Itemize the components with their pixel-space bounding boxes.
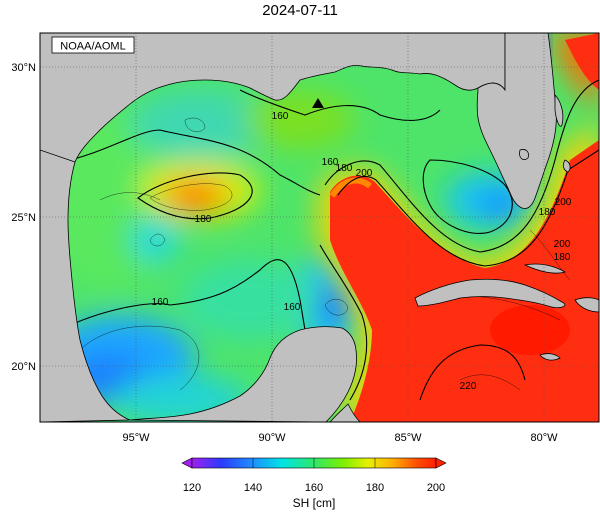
colorbar-tick: 200 (427, 482, 445, 494)
triangle-marker (312, 98, 324, 108)
colorbar: 120 140 160 180 200 SH [cm] (181, 457, 447, 510)
contour-label: 180 (539, 207, 556, 218)
colorbar-low-arrow (181, 457, 193, 469)
map-title: 2024-07-11 (262, 2, 338, 19)
lat-label-25n: 25°N (11, 212, 36, 224)
contour-label: 180 (554, 252, 571, 263)
longitude-labels: 95°W 90°W 85°W 80°W (122, 432, 558, 444)
contour-lines (59, 79, 599, 401)
contour-label: 160 (284, 302, 301, 313)
contour-label-group: 160 160 180 200 180 160 160 180 200 220 … (152, 111, 572, 392)
contour-label: 160 (322, 157, 339, 168)
lon-label-95w: 95°W (122, 432, 150, 444)
colorbar-tick: 160 (305, 482, 323, 494)
colorbar-tick: 140 (244, 482, 262, 494)
contour-label: 180 (195, 214, 212, 225)
lon-label-85w: 85°W (394, 432, 422, 444)
contour-label: 180 (336, 163, 353, 174)
graticule (40, 33, 599, 422)
contour-label: 160 (152, 297, 169, 308)
sea-height-field (40, 33, 599, 422)
lat-label-30n: 30°N (11, 62, 36, 74)
colorbar-label: SH [cm] (293, 496, 336, 510)
colorbar-tick: 180 (366, 482, 384, 494)
lat-label-20n: 20°N (11, 361, 36, 373)
lon-label-80w: 80°W (530, 432, 558, 444)
map-frame (39, 32, 600, 423)
contour-label: 200 (555, 197, 572, 208)
land-masses (40, 33, 599, 422)
contour-label: 200 (554, 239, 571, 250)
colorbar-high-arrow (435, 457, 447, 469)
credit-box (51, 36, 135, 54)
colorbar-tick: 120 (183, 482, 201, 494)
contour-label: 220 (460, 381, 477, 392)
latitude-labels: 30°N 25°N 20°N (11, 62, 36, 373)
contour-label: 200 (356, 168, 373, 179)
contour-label: 160 (272, 111, 289, 122)
lon-label-90w: 90°W (258, 432, 286, 444)
credit-label: NOAA/AOML (60, 41, 125, 53)
